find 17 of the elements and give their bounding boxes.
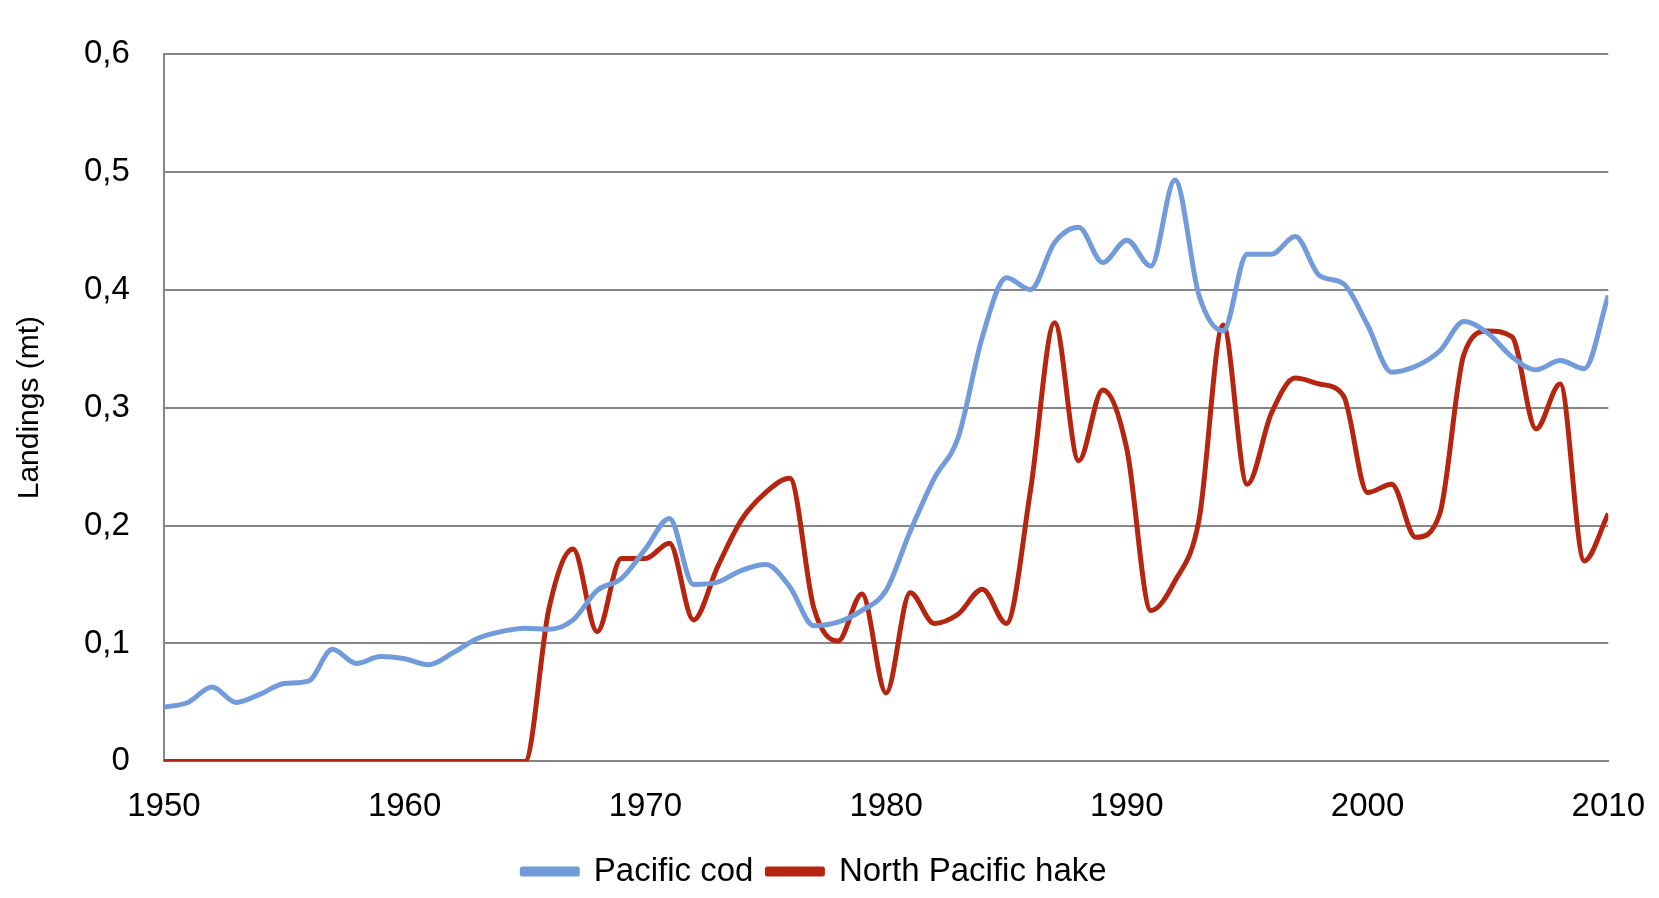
- y-tick-label: 0,6: [84, 32, 130, 70]
- y-axis-title: Landings (mt): [11, 315, 45, 500]
- x-tick-label: 2000: [1330, 786, 1405, 824]
- x-tick-label: 1970: [608, 786, 683, 824]
- y-tick-label: 0,1: [84, 622, 130, 660]
- legend-label: North Pacific hake: [838, 850, 1107, 888]
- y-tick-label: 0,3: [84, 386, 130, 424]
- x-tick-label: 2010: [1571, 786, 1645, 824]
- y-tick-label: 0,5: [84, 150, 130, 188]
- x-tick-label: 1990: [1090, 786, 1164, 824]
- y-tick-label: 0: [111, 740, 130, 778]
- y-tick-label: 0,4: [84, 268, 130, 306]
- x-tick-label: 1950: [127, 786, 201, 824]
- x-tick-label: 1960: [367, 786, 442, 824]
- x-tick-label: 1980: [849, 786, 923, 824]
- legend-label: Pacific cod: [593, 850, 754, 888]
- y-tick-label: 0,2: [84, 504, 130, 542]
